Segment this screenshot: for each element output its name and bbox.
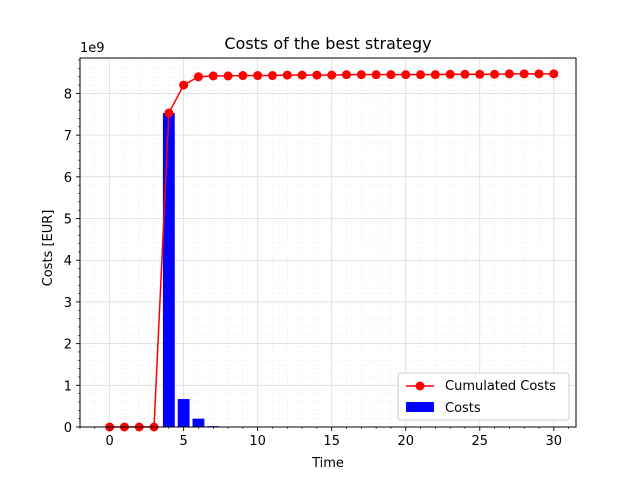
- bar: [177, 399, 190, 427]
- cumulated-costs-point: [371, 70, 381, 80]
- cumulated-costs-point: [386, 70, 396, 80]
- y-tick-label: 4: [64, 254, 72, 269]
- x-axis-label: Time: [311, 456, 344, 471]
- cumulated-costs-point: [238, 71, 248, 81]
- ticks: 0 5 10 15 20 25 30 0 1 2 3 4 5 6 7 8: [64, 59, 569, 449]
- x-tick-label: 5: [180, 434, 188, 449]
- axes: [79, 57, 577, 428]
- cumulated-costs-point: [401, 70, 411, 80]
- x-tick-label: 15: [323, 434, 340, 449]
- cumulated-costs-point: [342, 70, 352, 80]
- x-tick-label: 25: [471, 434, 488, 449]
- legend-marker-swatch: [415, 381, 425, 391]
- cumulated-costs-point: [327, 70, 337, 80]
- legend-label-cumulated-costs: Cumulated Costs: [445, 379, 556, 394]
- cumulated-costs-point: [460, 69, 470, 79]
- cumulated-costs-point: [534, 69, 544, 79]
- y-tick-label: 6: [64, 171, 72, 186]
- y-tick-label: 2: [64, 338, 72, 353]
- bar: [162, 113, 175, 427]
- x-tick-label: 20: [397, 434, 414, 449]
- y-tick-label: 8: [64, 87, 72, 102]
- y-offset-text: 1e9: [80, 41, 105, 56]
- cumulated-costs-point: [193, 72, 203, 82]
- cumulated-costs-point: [475, 69, 485, 79]
- cumulated-costs-point: [356, 70, 366, 80]
- cumulated-costs-point: [267, 71, 277, 81]
- cumulated-costs-point: [504, 69, 514, 79]
- cumulated-costs-point: [253, 71, 263, 81]
- chart-title: Costs of the best strategy: [224, 34, 431, 53]
- cumulated-costs-point: [519, 69, 529, 79]
- legend-frame: [397, 372, 570, 421]
- y-tick-label: 3: [64, 296, 72, 311]
- cumulated-costs-point: [297, 70, 307, 80]
- bar: [192, 418, 205, 427]
- cumulated-costs-point: [312, 70, 322, 80]
- axes-frame: [79, 57, 577, 428]
- cumulated-costs-point: [223, 71, 233, 81]
- cumulated-costs-point: [445, 69, 455, 79]
- lines: [105, 69, 559, 432]
- y-tick-label: 0: [64, 421, 72, 436]
- cumulated-costs-point: [416, 70, 426, 80]
- grid: [79, 58, 576, 428]
- cumulated-costs-point: [490, 69, 500, 79]
- y-tick-label: 1: [64, 379, 72, 394]
- cumulated-costs-point: [549, 69, 559, 79]
- x-tick-label: 0: [105, 434, 113, 449]
- legend-label-costs: Costs: [445, 401, 481, 416]
- cumulated-costs-point: [282, 70, 292, 80]
- cumulated-costs-point: [164, 108, 174, 118]
- x-tick-label: 10: [249, 434, 266, 449]
- cumulated-costs-point: [430, 70, 440, 80]
- y-axis-label: Costs [EUR]: [41, 210, 56, 287]
- y-tick-label: 5: [64, 213, 72, 228]
- legend: Cumulated Costs Costs: [397, 372, 570, 421]
- legend-bar-swatch: [406, 402, 434, 412]
- x-tick-label: 30: [546, 434, 563, 449]
- cumulated-costs-point: [179, 80, 189, 90]
- cumulated-costs-point: [208, 71, 218, 81]
- y-tick-label: 7: [64, 129, 72, 144]
